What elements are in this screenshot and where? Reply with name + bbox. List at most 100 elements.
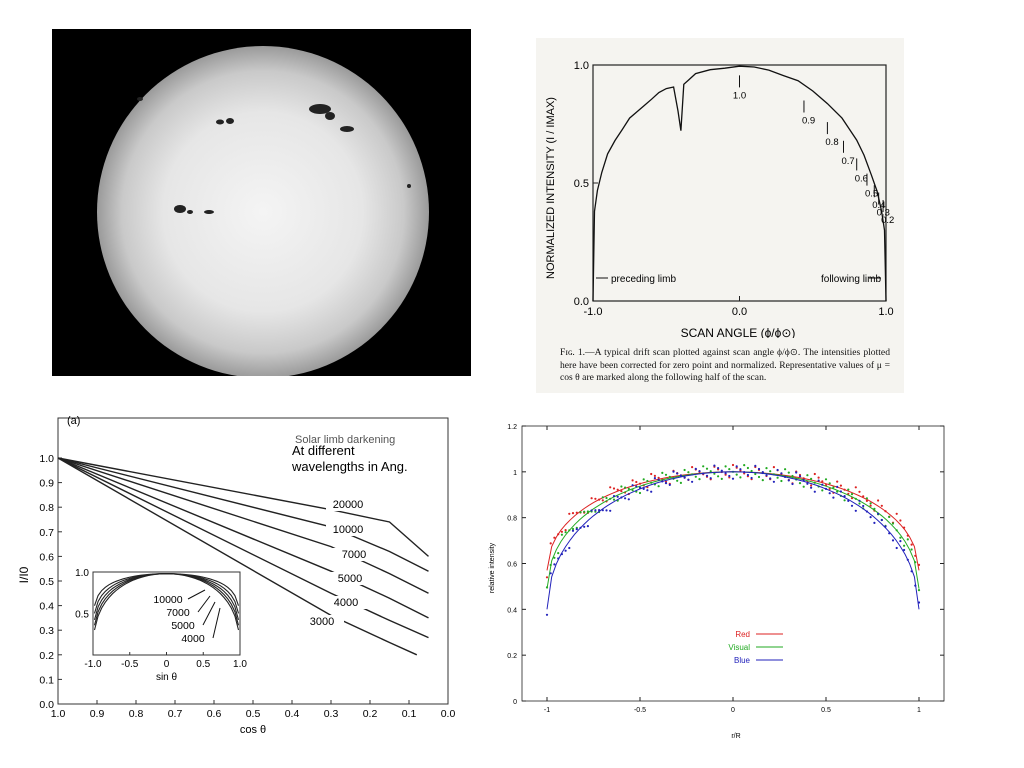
relative-intensity-chart: -1 -0.5 0 0.5 1 0 0.2 0.4 0.6 0.8 1 1.2 Red Visual Bl… (489, 424, 945, 740)
rgb-point-blue (709, 477, 712, 480)
scan-x-tick-label: -1.0 (584, 306, 603, 318)
rgb-point-red (601, 499, 604, 502)
rgb-point-blue (757, 467, 761, 471)
rgb-point-blue (899, 540, 902, 543)
rgb-point-visual (664, 473, 668, 476)
rgb-point-blue (854, 509, 857, 512)
rgb-point-visual (843, 499, 846, 502)
rgb-point-red (836, 480, 839, 483)
rgb-point-blue (720, 469, 723, 472)
rgb-point-visual (668, 475, 671, 478)
rgb-point-red (731, 463, 735, 467)
rgb-point-red (862, 495, 865, 498)
rgb-point-blue (847, 499, 850, 502)
rgb-point-red (609, 486, 612, 489)
mu-marker-label: 0.4 (872, 200, 885, 211)
rgb-point-visual (683, 468, 686, 472)
rgb-point-visual (627, 487, 630, 490)
scan-y-tick-label: 1.0 (574, 60, 589, 72)
rgb-point-visual (828, 482, 831, 485)
scan-y-tick-label: 0.5 (574, 178, 589, 190)
rgb-point-blue (661, 480, 664, 483)
limb-curve-10000 (57, 457, 429, 572)
rgb-point-visual (917, 589, 921, 592)
rgb-point-visual (560, 533, 563, 536)
rgb-fit-red (546, 471, 920, 571)
rgb-point-visual (728, 468, 731, 471)
rgb-x-tick-label: 0 (731, 707, 735, 714)
rgb-point-blue (612, 495, 616, 498)
rgb-point-red (657, 476, 660, 479)
rgb-point-blue (631, 484, 634, 487)
rgb-point-blue (549, 572, 552, 575)
limb-subtitle-line1: At different (292, 443, 355, 458)
rgb-y-tick-label: 0.4 (507, 607, 517, 614)
scan-x-axis-label: SCAN ANGLE (ϕ/ϕ⊙) (681, 326, 796, 338)
rgb-point-blue (869, 516, 872, 519)
rgb-point-visual (650, 481, 653, 484)
rgb-point-visual (750, 469, 753, 473)
rgb-point-red (906, 534, 909, 537)
rgb-point-blue (858, 499, 861, 502)
drift-scan-caption: Fɪɢ. 1.—A typical drift scan plotted aga… (560, 347, 890, 383)
rgb-point-blue (739, 468, 742, 471)
rgb-point-red (858, 490, 861, 493)
rgb-point-blue (605, 509, 608, 512)
rgb-point-visual (694, 475, 697, 478)
rgb-point-red (631, 479, 634, 482)
limb-x-tick-label: 0.8 (129, 708, 144, 720)
rgb-point-red (895, 512, 898, 515)
drift-scan-chart: -1.0 0.0 1.00.00.51.0 1.00.90.80.70.60.50.… (545, 60, 894, 340)
inset-curve-label: 4000 (181, 633, 205, 645)
limb-y-tick-label: 0.6 (39, 551, 54, 563)
rgb-point-blue (873, 521, 876, 524)
rgb-legend-label: Red (735, 630, 750, 639)
rgb-point-blue (769, 477, 772, 480)
rgb-point-blue (746, 473, 749, 477)
rgb-point-blue (586, 525, 589, 528)
limb-x-tick-label: 0.5 (246, 708, 261, 720)
rgb-point-blue (545, 613, 549, 616)
rgb-point-red (877, 499, 880, 502)
inset-x-tick-label: -1.0 (84, 659, 102, 670)
inset-curve-label: 5000 (171, 620, 195, 632)
rgb-point-blue (772, 480, 775, 483)
rgb-point-blue (691, 480, 694, 483)
rgb-point-blue (609, 509, 612, 512)
rgb-point-visual (553, 556, 556, 559)
rgb-point-red (616, 488, 619, 491)
rgb-point-blue (698, 470, 701, 473)
limb-label-bg (332, 548, 376, 561)
rgb-point-red (568, 512, 571, 515)
rgb-point-visual (850, 493, 854, 496)
limb-y-tick-label: 0.0 (39, 699, 54, 711)
rgb-point-visual (854, 497, 857, 500)
rgb-point-visual (910, 548, 913, 551)
rgb-point-blue (717, 467, 720, 470)
rgb-point-visual (657, 485, 660, 488)
rgb-point-red (869, 504, 872, 507)
rgb-point-blue (694, 467, 697, 470)
limb-y-tick-label: 0.8 (39, 502, 54, 514)
rgb-point-blue (832, 496, 835, 499)
rgb-point-red (903, 526, 906, 529)
sun-disk (97, 46, 429, 378)
limb-x-tick-label: 0.3 (324, 708, 339, 720)
rgb-point-visual (679, 481, 682, 484)
rgb-point-blue (839, 490, 842, 493)
rgb-point-blue (884, 525, 887, 528)
inset-label-arrow (202, 601, 216, 626)
rgb-point-visual (698, 478, 701, 481)
rgb-point-red (899, 519, 902, 522)
rgb-point-blue (731, 477, 735, 480)
rgb-point-blue (891, 539, 895, 542)
rgb-point-visual (769, 470, 772, 473)
rgb-point-blue (821, 483, 824, 486)
rgb-point-blue (627, 498, 630, 501)
rgb-point-blue (560, 553, 563, 556)
rgb-point-blue (743, 471, 746, 474)
rgb-point-visual (638, 491, 642, 495)
limb-curve-label: 10000 (333, 524, 364, 536)
rgb-point-red (545, 576, 549, 579)
limb-x-tick-label: 0.1 (402, 708, 417, 720)
